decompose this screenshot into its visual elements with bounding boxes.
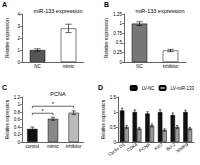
svg-text:1: 1 xyxy=(17,102,20,107)
svg-text:PCNA: PCNA xyxy=(138,142,151,153)
svg-text:0.6: 0.6 xyxy=(14,117,21,122)
svg-text:*: * xyxy=(41,108,44,114)
svg-text:0.5: 0.5 xyxy=(110,125,117,130)
svg-text:LV-NC: LV-NC xyxy=(142,86,156,91)
svg-text:0.75: 0.75 xyxy=(113,31,122,36)
svg-text:MMP9: MMP9 xyxy=(176,142,190,154)
svg-text:inhibitor: inhibitor xyxy=(66,144,82,149)
svg-text:NC: NC xyxy=(136,64,143,69)
svg-text:0.25: 0.25 xyxy=(113,50,122,55)
svg-text:A: A xyxy=(2,1,7,8)
svg-text:1: 1 xyxy=(17,48,20,53)
svg-text:0: 0 xyxy=(17,140,20,145)
svg-text:Cyclin D1: Cyclin D1 xyxy=(107,142,126,157)
svg-text:miR-133 expression: miR-133 expression xyxy=(136,8,185,14)
svg-text:0.4: 0.4 xyxy=(14,125,21,130)
svg-text:0: 0 xyxy=(17,60,20,65)
svg-text:0.2: 0.2 xyxy=(14,132,21,137)
svg-text:1: 1 xyxy=(113,110,116,115)
svg-text:1.5: 1.5 xyxy=(110,95,117,100)
svg-text:1.25: 1.25 xyxy=(113,12,122,17)
svg-text:Ki67: Ki67 xyxy=(154,142,165,152)
svg-text:Relative expression: Relative expression xyxy=(5,99,10,139)
svg-text:Relative expression: Relative expression xyxy=(104,18,109,58)
svg-text:0.5: 0.5 xyxy=(116,40,123,45)
svg-text:Relative expression: Relative expression xyxy=(101,99,106,139)
svg-text:D: D xyxy=(98,84,103,91)
svg-text:4: 4 xyxy=(17,12,20,17)
svg-text:CDK4: CDK4 xyxy=(126,142,139,153)
svg-text:NC: NC xyxy=(34,64,41,69)
svg-text:0.8: 0.8 xyxy=(14,110,21,115)
svg-text:PCNA: PCNA xyxy=(50,91,66,97)
svg-text:miR-133 expression: miR-133 expression xyxy=(34,8,83,14)
svg-text:Relative expression: Relative expression xyxy=(5,18,10,58)
svg-text:0: 0 xyxy=(113,140,116,145)
svg-text:control: control xyxy=(26,144,40,149)
svg-text:1.2: 1.2 xyxy=(14,95,21,100)
svg-text:mimic: mimic xyxy=(63,64,75,69)
svg-text:2: 2 xyxy=(17,36,20,41)
svg-text:3: 3 xyxy=(17,24,20,29)
svg-text:1: 1 xyxy=(119,21,122,26)
svg-text:mimic: mimic xyxy=(47,144,59,149)
svg-text:0: 0 xyxy=(119,60,122,65)
svg-text:LV-miR-133: LV-miR-133 xyxy=(171,86,195,91)
svg-text:Bcl-2: Bcl-2 xyxy=(165,142,177,152)
svg-text:*: * xyxy=(52,101,55,107)
svg-text:C: C xyxy=(2,84,7,91)
svg-text:inhibitor: inhibitor xyxy=(163,64,179,69)
svg-text:B: B xyxy=(104,1,109,8)
